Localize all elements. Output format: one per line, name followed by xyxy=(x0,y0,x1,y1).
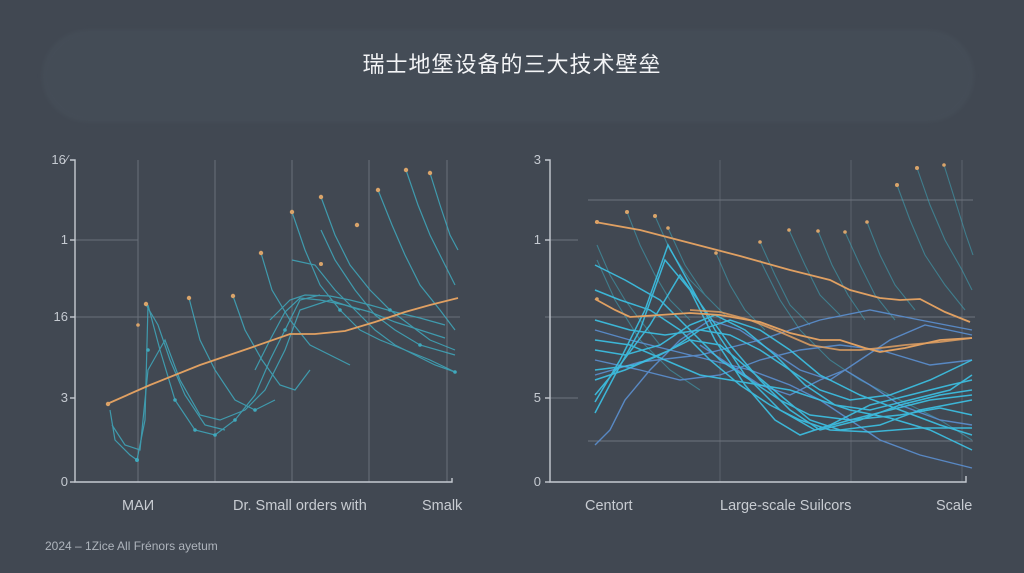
left-peak-points xyxy=(105,167,433,407)
right-xlabel-0: Centort xyxy=(585,498,633,514)
right-cyan-series xyxy=(594,243,973,451)
right-teal-sawtooth-series xyxy=(596,164,974,441)
left-gridlines xyxy=(75,160,460,482)
right-peak-points xyxy=(595,163,946,301)
right-ytick-1: 1 xyxy=(533,232,541,247)
left-orange-trend-line xyxy=(106,297,459,405)
right-ytick-2: 5 xyxy=(533,390,541,405)
right-gridlines xyxy=(545,160,975,482)
right-ytick-3: 0 xyxy=(533,474,541,489)
right-xlabel-2: Scale xyxy=(936,498,973,514)
left-ytick-0: 16⁄ xyxy=(51,152,68,167)
title-banner xyxy=(42,30,974,122)
left-teal-points xyxy=(135,308,457,462)
left-ytick-1: 1 xyxy=(60,232,68,247)
right-ytick-0: 3 xyxy=(533,152,541,167)
page-title: 瑞士地堡设备的三大技术壁垒 xyxy=(362,53,662,78)
left-ytick-3: 3 xyxy=(60,390,68,405)
right-orange-series xyxy=(594,221,973,353)
left-xlabel-0: MAИ xyxy=(122,498,155,514)
right-orange-middle-line xyxy=(594,298,973,353)
left-xlabel-2: Smalk xyxy=(422,498,463,514)
left-teal-series xyxy=(109,169,459,462)
left-ytick-2: 16 xyxy=(53,309,68,324)
footer-caption: 2024 – 1Zice All Frénors ayetum xyxy=(45,539,218,553)
right-xlabel-1: Large-scale Suilcors xyxy=(720,498,852,514)
right-orange-upper-line xyxy=(594,221,971,323)
left-xlabel-1: Dr. Small orders with xyxy=(233,498,367,514)
left-axes xyxy=(70,159,453,483)
right-orange-lower-line xyxy=(689,309,973,351)
left-ytick-4: 0 xyxy=(60,474,68,489)
right-axes xyxy=(545,159,967,483)
